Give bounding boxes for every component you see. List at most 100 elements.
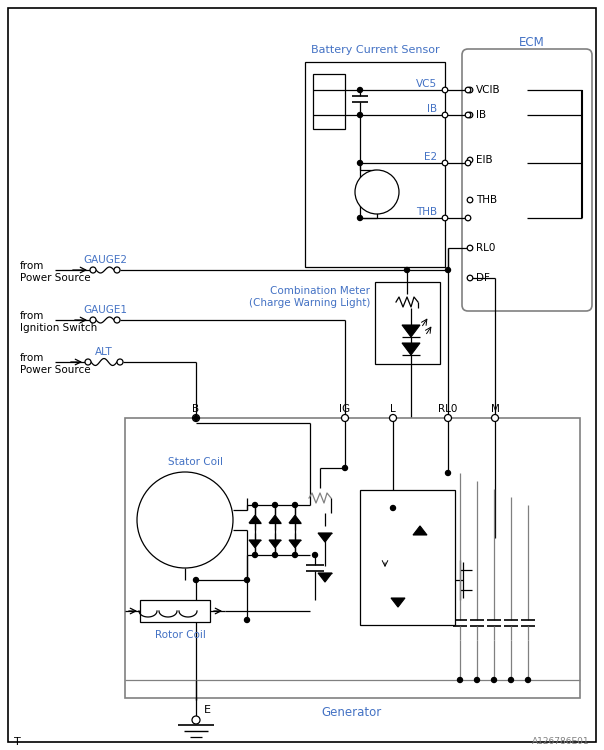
Circle shape <box>442 87 448 93</box>
Circle shape <box>446 470 451 476</box>
Circle shape <box>193 415 199 422</box>
Circle shape <box>465 215 471 220</box>
Circle shape <box>358 88 362 92</box>
Text: RL0: RL0 <box>439 404 458 414</box>
Polygon shape <box>318 533 332 542</box>
Text: A126786E01: A126786E01 <box>532 737 590 746</box>
Polygon shape <box>289 540 301 548</box>
Text: L: L <box>390 404 396 414</box>
Bar <box>140 600 210 622</box>
Polygon shape <box>402 343 420 355</box>
Circle shape <box>391 506 396 511</box>
Circle shape <box>193 578 199 583</box>
Circle shape <box>292 503 298 508</box>
Circle shape <box>405 268 410 272</box>
Text: from
Power Source: from Power Source <box>20 261 91 283</box>
Bar <box>375 282 440 364</box>
Polygon shape <box>269 540 281 548</box>
Text: E: E <box>204 705 211 715</box>
Text: Stator Coil: Stator Coil <box>167 457 222 467</box>
Circle shape <box>446 268 451 272</box>
Circle shape <box>358 160 362 166</box>
Circle shape <box>193 416 199 421</box>
Polygon shape <box>413 526 427 535</box>
Polygon shape <box>318 573 332 582</box>
Text: IG: IG <box>339 404 350 414</box>
Circle shape <box>292 553 298 557</box>
Circle shape <box>467 197 473 202</box>
Circle shape <box>355 170 399 214</box>
Polygon shape <box>289 515 301 523</box>
Text: from
Power Source: from Power Source <box>20 353 91 375</box>
Text: GAUGE1: GAUGE1 <box>83 305 127 315</box>
Text: T: T <box>14 737 21 747</box>
Bar <box>313 74 345 129</box>
Circle shape <box>465 112 471 118</box>
Circle shape <box>90 267 96 273</box>
Circle shape <box>252 553 257 557</box>
Circle shape <box>312 553 318 557</box>
Text: THB: THB <box>416 207 437 217</box>
Circle shape <box>465 160 471 166</box>
Bar <box>360 490 455 625</box>
Circle shape <box>509 677 513 682</box>
Text: Generator: Generator <box>322 706 382 718</box>
Polygon shape <box>249 515 261 523</box>
Text: VCIB: VCIB <box>476 85 501 95</box>
Polygon shape <box>249 540 261 548</box>
Polygon shape <box>269 515 281 523</box>
Circle shape <box>442 112 448 118</box>
Circle shape <box>342 466 347 470</box>
Circle shape <box>90 317 96 323</box>
Circle shape <box>467 87 473 93</box>
Text: E2: E2 <box>424 152 437 162</box>
Text: GAUGE2: GAUGE2 <box>83 255 127 265</box>
FancyBboxPatch shape <box>462 49 592 311</box>
Circle shape <box>442 160 448 166</box>
Text: IB: IB <box>427 104 437 114</box>
Polygon shape <box>402 325 420 337</box>
Circle shape <box>465 87 471 93</box>
Circle shape <box>272 553 277 557</box>
Text: from
Ignition Switch: from Ignition Switch <box>20 311 97 333</box>
Text: THB: THB <box>476 195 497 205</box>
Circle shape <box>137 472 233 568</box>
Circle shape <box>492 415 498 422</box>
Circle shape <box>467 275 473 280</box>
Circle shape <box>475 677 480 682</box>
Bar <box>125 418 580 698</box>
Circle shape <box>457 677 463 682</box>
Text: VC5: VC5 <box>416 79 437 89</box>
Text: Rotor Coil: Rotor Coil <box>155 630 205 640</box>
Circle shape <box>467 245 473 250</box>
Text: IB: IB <box>476 110 486 120</box>
Circle shape <box>245 617 249 622</box>
Text: ECM: ECM <box>519 37 545 50</box>
Text: B: B <box>193 404 199 414</box>
Circle shape <box>467 112 473 118</box>
Circle shape <box>358 112 362 118</box>
Text: DF: DF <box>476 273 490 283</box>
Circle shape <box>390 415 396 422</box>
Circle shape <box>442 215 448 220</box>
Text: EIB: EIB <box>476 155 493 165</box>
Circle shape <box>272 503 277 508</box>
Circle shape <box>445 415 452 422</box>
Circle shape <box>117 359 123 365</box>
Circle shape <box>492 677 496 682</box>
Circle shape <box>525 677 530 682</box>
Circle shape <box>467 158 473 163</box>
Text: M: M <box>490 404 500 414</box>
Text: Battery Current Sensor: Battery Current Sensor <box>310 45 439 55</box>
Circle shape <box>114 267 120 273</box>
Circle shape <box>341 415 349 422</box>
Bar <box>305 62 445 267</box>
Circle shape <box>252 503 257 508</box>
Text: RL0: RL0 <box>476 243 495 253</box>
Text: ALT: ALT <box>95 347 113 357</box>
Circle shape <box>358 215 362 220</box>
Text: Combination Meter
(Charge Warning Light): Combination Meter (Charge Warning Light) <box>249 286 370 308</box>
Circle shape <box>192 716 200 724</box>
Circle shape <box>85 359 91 365</box>
Polygon shape <box>391 598 405 607</box>
